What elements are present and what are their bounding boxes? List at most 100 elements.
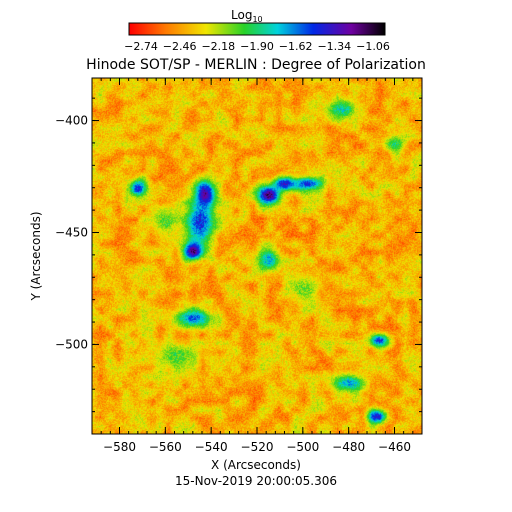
- colorbar-segment: [179, 23, 181, 35]
- colorbar-segment: [358, 23, 360, 35]
- colorbar-segment: [289, 23, 291, 35]
- colorbar-segment: [321, 23, 323, 35]
- colorbar-segment: [144, 23, 146, 35]
- colorbar-segment: [195, 23, 197, 35]
- colorbar-segment: [375, 23, 377, 35]
- colorbar-segment: [290, 23, 292, 35]
- colorbar-segment: [130, 23, 132, 35]
- colorbar-segment: [281, 23, 283, 35]
- colorbar-segment: [365, 23, 367, 35]
- colorbar-segment: [317, 23, 319, 35]
- colorbar-segment: [348, 23, 350, 35]
- x-tick-label: −540: [195, 440, 228, 454]
- colorbar-segment: [304, 23, 306, 35]
- colorbar-segment: [308, 23, 310, 35]
- colorbar-segment: [219, 23, 221, 35]
- polarization-map: [91, 77, 423, 435]
- colorbar-segment: [183, 23, 185, 35]
- colorbar-segment: [181, 23, 183, 35]
- colorbar-segment: [238, 23, 240, 35]
- colorbar-tick-label: −2.46: [163, 40, 197, 53]
- colorbar-segment: [165, 23, 167, 35]
- colorbar-segment: [344, 23, 346, 35]
- colorbar-segment: [239, 23, 241, 35]
- colorbar-segment: [274, 23, 276, 35]
- colorbar-segment: [338, 23, 340, 35]
- colorbar-segment: [314, 23, 316, 35]
- colorbar-segment: [263, 23, 265, 35]
- colorbar-gradient: [129, 23, 386, 35]
- colorbar-segment: [158, 23, 160, 35]
- colorbar-segment: [189, 23, 191, 35]
- colorbar-segment: [210, 23, 212, 35]
- colorbar-segment: [270, 23, 272, 35]
- colorbar-segment: [253, 23, 255, 35]
- colorbar-segment: [188, 23, 190, 35]
- colorbar-segment: [206, 23, 208, 35]
- colorbar-segment: [233, 23, 235, 35]
- colorbar-segment: [170, 23, 172, 35]
- colorbar-segment: [162, 23, 164, 35]
- colorbar-segment: [287, 23, 289, 35]
- colorbar-segment: [225, 23, 227, 35]
- colorbar-segment: [376, 23, 378, 35]
- colorbar-segment: [366, 23, 368, 35]
- colorbar-segment: [129, 23, 131, 35]
- colorbar-segment: [185, 23, 187, 35]
- colorbar-segment: [278, 23, 280, 35]
- colorbar-segment: [264, 23, 266, 35]
- colorbar-segment: [345, 23, 347, 35]
- x-tick-label: −460: [378, 440, 411, 454]
- colorbar-segment: [367, 23, 369, 35]
- x-axis-label: X (Arcseconds): [211, 458, 301, 472]
- colorbar-segment: [152, 23, 154, 35]
- colorbar-segment: [164, 23, 166, 35]
- colorbar-segment: [213, 23, 215, 35]
- colorbar-segment: [205, 23, 207, 35]
- colorbar-segment: [250, 23, 252, 35]
- colorbar-segment: [286, 23, 288, 35]
- colorbar-segment: [306, 23, 308, 35]
- colorbar-segment: [160, 23, 162, 35]
- colorbar-segment: [249, 23, 251, 35]
- colorbar-segment: [134, 23, 136, 35]
- colorbar-segment: [305, 23, 307, 35]
- colorbar-segment: [262, 23, 264, 35]
- colorbar-segment: [157, 23, 159, 35]
- colorbar-segment: [174, 23, 176, 35]
- x-tick-label: −560: [149, 440, 182, 454]
- colorbar-segment: [330, 23, 332, 35]
- colorbar-ticks: −2.74 −2.46 −2.18 −1.90 −1.62 −1.34 −1.06: [124, 40, 390, 53]
- colorbar-segment: [324, 23, 326, 35]
- colorbar-segment: [166, 23, 168, 35]
- colorbar-segment: [251, 23, 253, 35]
- colorbar-segment: [155, 23, 157, 35]
- colorbar-segment: [259, 23, 261, 35]
- colorbar-segment: [187, 23, 189, 35]
- colorbar-segment: [226, 23, 228, 35]
- colorbar-segment: [211, 23, 213, 35]
- colorbar-segment: [198, 23, 200, 35]
- colorbar-segment: [343, 23, 345, 35]
- colorbar-segment: [180, 23, 182, 35]
- colorbar-segment: [275, 23, 277, 35]
- colorbar-segment: [372, 23, 374, 35]
- colorbar-segment: [284, 23, 286, 35]
- colorbar-tick-label: −2.18: [201, 40, 235, 53]
- colorbar-segment: [178, 23, 180, 35]
- colorbar-segment: [244, 23, 246, 35]
- colorbar-segment: [207, 23, 209, 35]
- colorbar-segment: [231, 23, 233, 35]
- colorbar-segment: [175, 23, 177, 35]
- colorbar-segment: [276, 23, 278, 35]
- colorbar-segment: [370, 23, 372, 35]
- colorbar-segment: [190, 23, 192, 35]
- timestamp: 15-Nov-2019 20:00:05.306: [175, 474, 337, 488]
- colorbar-segment: [327, 23, 329, 35]
- colorbar-segment: [299, 23, 301, 35]
- colorbar-segment: [156, 23, 158, 35]
- colorbar-segment: [277, 23, 279, 35]
- colorbar-segment: [309, 23, 311, 35]
- colorbar-segment: [382, 23, 384, 35]
- colorbar-segment: [184, 23, 186, 35]
